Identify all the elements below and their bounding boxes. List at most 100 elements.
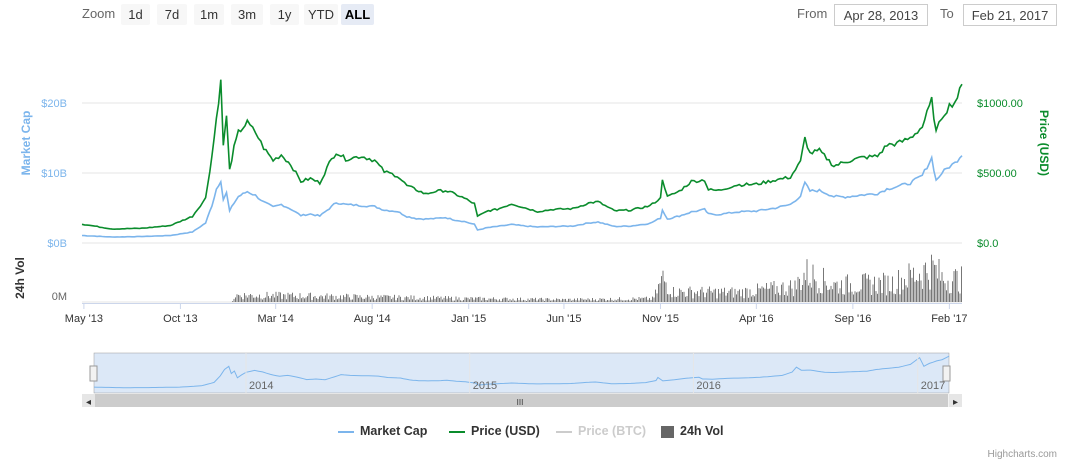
volume-bar: [670, 294, 671, 302]
volume-bar: [290, 294, 292, 302]
volume-bar: [541, 297, 542, 302]
zoom-1y-button[interactable]: 1y: [270, 4, 299, 25]
volume-bar: [532, 298, 533, 302]
legend-item-market-cap[interactable]: Market Cap: [338, 423, 427, 439]
volume-bar: [610, 297, 611, 302]
navigator[interactable]: 2014 2015 2016 2017 ◂ ▸ III: [82, 352, 962, 408]
volume-bar: [878, 277, 880, 302]
volume-bar: [449, 298, 451, 302]
volume-bar: [509, 299, 511, 302]
volume-bar: [439, 298, 440, 302]
zoom-1d-button[interactable]: 1d: [121, 4, 150, 25]
volume-bar: [626, 300, 628, 302]
volume-bar: [725, 295, 727, 302]
volume-bar: [322, 296, 323, 302]
volume-bar: [761, 286, 763, 302]
legend-item-price-usd[interactable]: Price (USD): [449, 423, 540, 439]
volume-bar: [842, 294, 844, 302]
volume-bar: [733, 297, 734, 302]
volume-bar: [511, 300, 512, 302]
volume-tick-label: 0M: [52, 291, 67, 303]
volume-bar: [442, 299, 443, 302]
zoom-all-button[interactable]: ALL: [341, 4, 374, 25]
volume-bar: [400, 296, 401, 302]
legend-item-price-btc[interactable]: Price (BTC): [556, 423, 646, 439]
volume-bar: [308, 293, 310, 302]
volume-bar: [953, 271, 955, 302]
credits-link[interactable]: Highcharts.com: [987, 449, 1057, 460]
volume-bar: [913, 267, 914, 302]
volume-bar: [371, 295, 373, 302]
navigator-left-handle[interactable]: [89, 365, 98, 382]
navigator-year-label: 2016: [696, 380, 720, 392]
volume-bar: [419, 297, 421, 302]
volume-bar: [959, 293, 961, 302]
volume-bar: [704, 297, 706, 302]
volume-bar: [425, 300, 427, 302]
volume-bar: [925, 262, 926, 302]
volume-bar: [716, 298, 718, 302]
volume-bar: [805, 280, 806, 302]
volume-bar: [527, 298, 529, 302]
volume-bar: [800, 290, 802, 302]
volume-bar: [562, 298, 563, 302]
volume-bar: [767, 288, 769, 302]
volume-bar: [575, 300, 577, 302]
volume-bar: [659, 283, 661, 302]
zoom-7d-button[interactable]: 7d: [157, 4, 187, 25]
scroll-right-arrow-button[interactable]: [949, 394, 962, 407]
volume-bar: [668, 294, 670, 302]
volume-bar: [476, 297, 478, 302]
volume-bar: [680, 289, 682, 302]
y-right-tick-label: $500.00: [977, 168, 1017, 180]
navigator-right-handle[interactable]: [942, 365, 951, 382]
volume-bar: [769, 288, 770, 302]
volume-bar: [815, 281, 817, 302]
volume-bar: [851, 291, 853, 302]
zoom-3m-button[interactable]: 3m: [231, 4, 263, 25]
volume-bar: [797, 276, 799, 302]
to-date-input[interactable]: Feb 21, 2017: [963, 4, 1057, 26]
volume-bar: [671, 297, 673, 302]
volume-bar: [638, 297, 640, 302]
volume-bar: [383, 294, 385, 302]
volume-bar: [818, 288, 820, 302]
volume-bar: [868, 274, 869, 302]
volume-bar: [578, 300, 580, 302]
volume-bar: [581, 298, 583, 302]
volume-bar: [374, 300, 376, 302]
legend-item-volume[interactable]: 24h Vol: [661, 423, 724, 439]
volume-bar: [553, 299, 554, 302]
volume-bar: [316, 298, 317, 302]
market-cap-line: [81, 154, 963, 238]
volume-bar: [313, 296, 314, 302]
zoom-ytd-button[interactable]: YTD: [304, 4, 338, 25]
volume-bar: [835, 282, 836, 302]
x-tick-label: Aug '14: [354, 313, 391, 325]
scrollbar-thumb[interactable]: [94, 394, 948, 407]
volume-bar: [602, 298, 604, 302]
volume-bar: [394, 294, 395, 302]
volume-bar: [571, 300, 572, 302]
volume-bar: [481, 300, 482, 302]
volume-bar: [401, 300, 403, 302]
from-date-input[interactable]: Apr 28, 2013: [834, 4, 928, 26]
volume-bar: [455, 296, 457, 302]
volume-bar: [952, 281, 953, 302]
scroll-left-arrow-button[interactable]: [82, 394, 95, 407]
volume-bar: [787, 295, 788, 302]
volume-bar: [865, 273, 866, 302]
zoom-1m-button[interactable]: 1m: [194, 4, 224, 25]
volume-bar: [388, 295, 389, 302]
volume-bar: [386, 295, 388, 302]
y-left-axis-title: Market Cap: [19, 111, 33, 176]
volume-bar: [427, 296, 428, 302]
volume-bar: [727, 293, 728, 302]
volume-bar: [937, 278, 938, 302]
volume-bar: [650, 299, 652, 302]
volume-bar: [653, 297, 655, 302]
volume-bar: [496, 299, 497, 302]
volume-bar: [938, 259, 940, 302]
volume-bar: [595, 299, 596, 302]
volume-bar: [245, 295, 247, 302]
